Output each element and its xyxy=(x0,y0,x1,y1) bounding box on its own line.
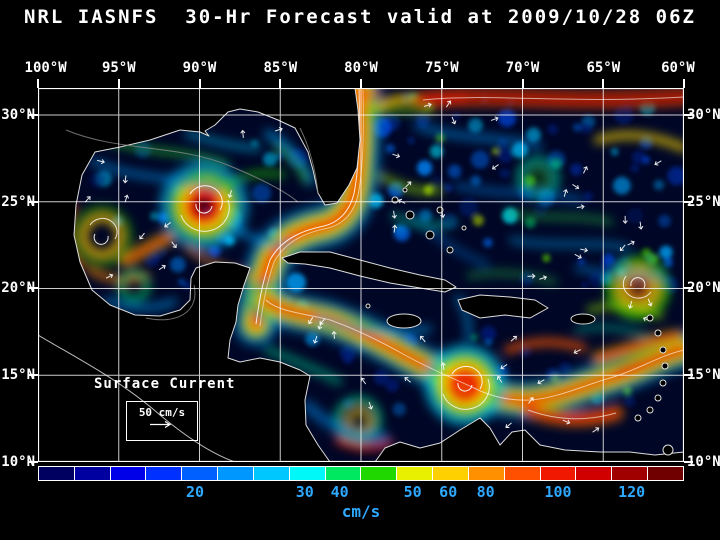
lat-label-left-15N: 15°N xyxy=(1,367,35,383)
colorbar-segment-11 xyxy=(433,467,469,480)
axis-tick xyxy=(684,114,693,116)
colorbar-segment-10 xyxy=(397,467,434,480)
colorbar-unit-label: cm/s xyxy=(341,502,381,521)
axis-tick xyxy=(683,79,685,88)
colorbar-segment-8 xyxy=(325,467,362,480)
axis-tick xyxy=(684,461,693,463)
colorbar-tick-100: 100 xyxy=(544,483,572,501)
loop-current-eddy xyxy=(159,161,249,251)
lat-label-right-30N: 30°N xyxy=(687,107,720,123)
lon-label-90W: 90°W xyxy=(182,60,217,76)
colorbar-segment-16 xyxy=(612,467,649,480)
land-hispaniola xyxy=(457,294,549,319)
colorbar-segment-1 xyxy=(74,467,111,480)
colorbar-tick-80: 80 xyxy=(476,483,495,501)
axis-tick xyxy=(602,79,605,88)
lat-label-left-20N: 20°N xyxy=(1,280,35,296)
bathymetry-contours xyxy=(65,127,319,321)
axis-tick xyxy=(117,79,120,88)
colorbar-tick-120: 120 xyxy=(618,483,646,501)
colorbar-segment-5 xyxy=(218,467,254,480)
pacific-coastline xyxy=(38,334,236,462)
colorbar-segment-15 xyxy=(576,467,613,480)
lon-label-80W: 80°W xyxy=(344,60,378,76)
axis-tick xyxy=(29,461,38,463)
land-south-america xyxy=(374,417,684,462)
colorbar-tick-50: 50 xyxy=(403,483,422,501)
axis-tick xyxy=(684,287,693,289)
flow-arrows xyxy=(84,100,662,433)
colorbar-segment-17 xyxy=(648,467,683,480)
scale-box: 50 cm/s xyxy=(126,401,198,441)
lat-label-left-30N: 30°N xyxy=(1,107,35,123)
colorbar xyxy=(38,466,684,481)
land-jamaica xyxy=(386,313,422,329)
lon-label-75W: 75°W xyxy=(424,60,459,76)
axis-tick xyxy=(684,374,693,376)
colorbar-segment-7 xyxy=(289,467,326,480)
lon-label-95W: 95°W xyxy=(101,60,136,76)
axis-tick xyxy=(29,287,38,289)
lon-label-65W: 65°W xyxy=(586,60,621,76)
colorbar-segment-0 xyxy=(39,467,75,480)
colorbar-segment-2 xyxy=(110,467,147,480)
land-cuba xyxy=(281,251,457,293)
colorbar-segment-9 xyxy=(361,467,398,480)
axis-tick xyxy=(279,79,282,88)
lat-label-left-10N: 10°N xyxy=(1,454,35,470)
colorbar-tick-labels: 20 30 40 50 60 80 100 120 xyxy=(38,483,684,501)
lat-label-right-25N: 25°N xyxy=(687,194,720,210)
colorbar-segment-12 xyxy=(468,467,505,480)
axis-tick xyxy=(360,79,362,88)
scale-value: 50 cm/s xyxy=(138,406,186,419)
colorbar-segment-13 xyxy=(504,467,541,480)
scale-arrow-icon xyxy=(150,420,172,429)
land-lesser-antilles xyxy=(365,303,674,456)
colorbar-tick-60: 60 xyxy=(439,483,458,501)
axis-tick xyxy=(440,79,443,88)
map-frame xyxy=(38,88,684,462)
axis-tick xyxy=(29,201,38,203)
axis-tick xyxy=(198,79,201,88)
streamlines xyxy=(89,88,684,420)
legend-title: Surface Current xyxy=(94,376,236,392)
axis-tick xyxy=(29,114,38,116)
colorbar-tick-30: 30 xyxy=(295,483,314,501)
land-puerto-rico xyxy=(570,313,596,325)
lat-label-right-10N: 10°N xyxy=(687,454,720,470)
colorbar-segment-3 xyxy=(146,467,183,480)
axis-tick xyxy=(29,374,38,376)
plot-title: NRL IASNFS 30-Hr Forecast valid at 2009/… xyxy=(24,6,696,28)
colorbar-segment-14 xyxy=(540,467,577,480)
lon-label-85W: 85°W xyxy=(263,60,298,76)
grid-lines xyxy=(38,88,684,462)
map xyxy=(38,88,684,462)
axis-tick xyxy=(684,201,693,203)
axis-tick xyxy=(37,79,39,88)
axis-tick xyxy=(521,79,524,88)
lon-label-60W: 60°W xyxy=(661,60,695,76)
colorbar-tick-40: 40 xyxy=(330,483,349,501)
colorbar-tick-20: 20 xyxy=(185,483,204,501)
lat-label-right-15N: 15°N xyxy=(687,367,720,383)
colorbar-segment-4 xyxy=(182,467,219,480)
colorbar-segment-6 xyxy=(253,467,290,480)
lon-label-100W: 100°W xyxy=(24,60,67,76)
lat-label-left-25N: 25°N xyxy=(1,194,35,210)
lon-label-70W: 70°W xyxy=(505,60,540,76)
caribbean-eddy xyxy=(424,344,506,426)
lat-label-right-20N: 20°N xyxy=(687,280,720,296)
